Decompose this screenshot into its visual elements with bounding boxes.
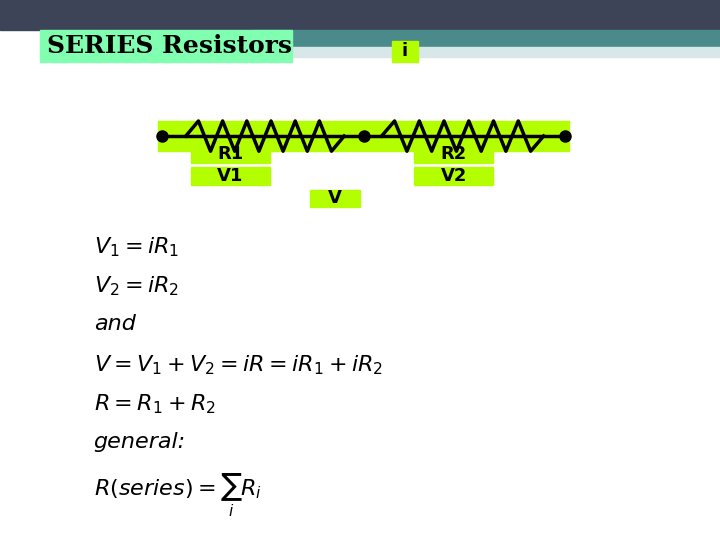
Text: $V_2 = iR_2$: $V_2 = iR_2$ bbox=[94, 274, 179, 298]
Text: R2: R2 bbox=[441, 145, 467, 164]
Bar bbox=[0, 0, 720, 30]
Bar bbox=[414, 167, 493, 185]
Text: V1: V1 bbox=[217, 167, 243, 185]
Bar bbox=[392, 40, 418, 62]
Bar bbox=[252, 47, 720, 57]
Text: $R(series) = \sum_i R_i$: $R(series) = \sum_i R_i$ bbox=[94, 471, 261, 519]
Text: $V = V_1 + V_2 = iR = iR_1 + iR_2$: $V = V_1 + V_2 = iR = iR_1 + iR_2$ bbox=[94, 353, 382, 377]
Bar bbox=[158, 122, 569, 151]
Text: and: and bbox=[94, 314, 135, 334]
Text: general:: general: bbox=[94, 432, 186, 452]
Text: $R = R_1 + R_2$: $R = R_1 + R_2$ bbox=[94, 393, 215, 416]
Bar bbox=[310, 190, 360, 207]
Text: R1: R1 bbox=[217, 145, 243, 164]
Bar bbox=[40, 30, 292, 62]
Bar bbox=[414, 146, 493, 163]
Text: V: V bbox=[328, 189, 342, 207]
Bar bbox=[252, 30, 720, 46]
Text: V2: V2 bbox=[441, 167, 467, 185]
Text: i: i bbox=[402, 42, 408, 60]
Text: SERIES Resistors: SERIES Resistors bbox=[47, 34, 292, 58]
Text: $V_1 = iR_1$: $V_1 = iR_1$ bbox=[94, 235, 179, 259]
Bar bbox=[191, 167, 270, 185]
Bar bbox=[191, 146, 270, 163]
